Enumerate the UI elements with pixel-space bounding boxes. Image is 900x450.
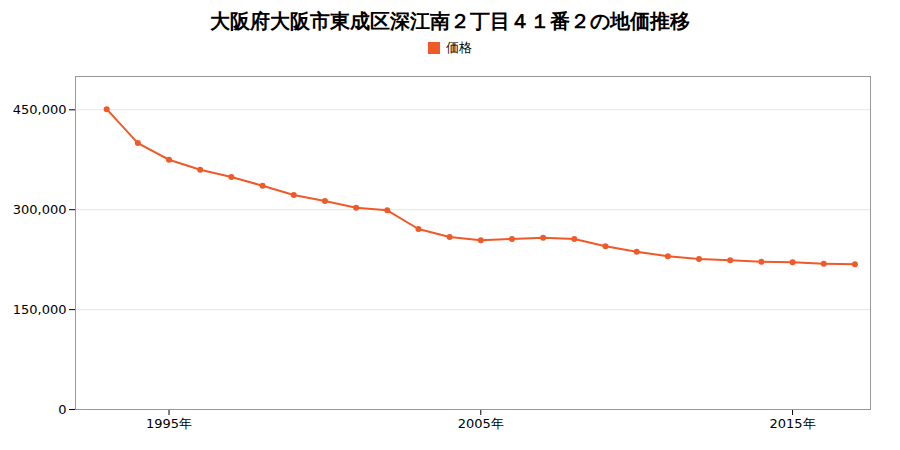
svg-text:150,000: 150,000 xyxy=(13,302,67,317)
svg-text:2015年: 2015年 xyxy=(770,416,816,431)
svg-text:0: 0 xyxy=(58,402,66,417)
svg-text:450,000: 450,000 xyxy=(13,102,67,117)
svg-text:2005年: 2005年 xyxy=(458,416,504,431)
html-text:大阪府大阪市東成区深江南２丁目４１番２の地価推移: 大阪府大阪市東成区深江南２丁目４１番２の地価推移 xyxy=(210,9,690,33)
html-text:価格: 価格 xyxy=(446,40,472,55)
svg-text:1995年: 1995年 xyxy=(146,416,192,431)
svg-text:300,000: 300,000 xyxy=(13,202,67,217)
